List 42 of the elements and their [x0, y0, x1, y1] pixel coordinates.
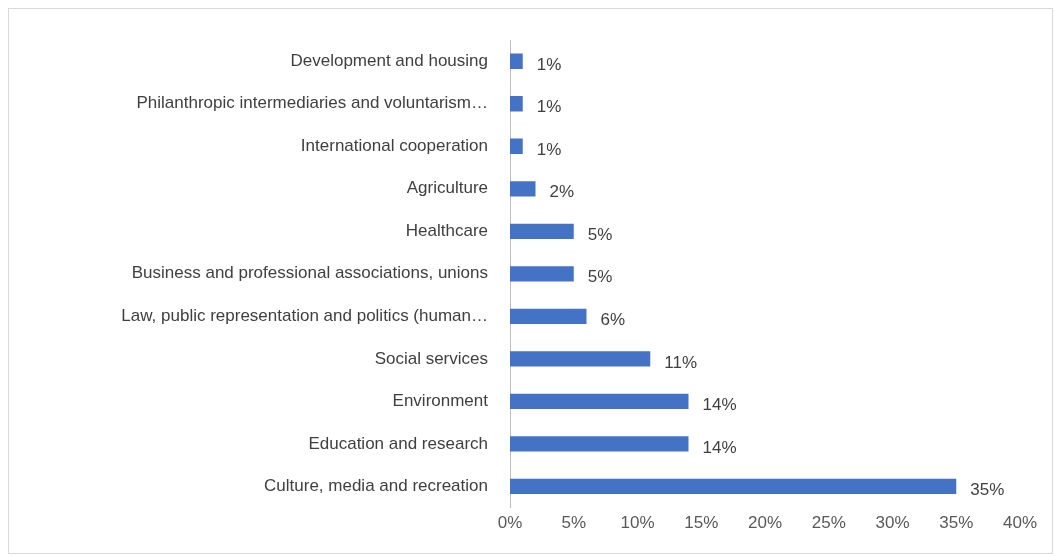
bar — [510, 138, 523, 154]
x-tick-label: 10% — [620, 513, 655, 533]
x-tick-label: 30% — [875, 513, 910, 533]
bar — [510, 436, 689, 452]
bar — [510, 351, 651, 367]
data-label: 2% — [549, 182, 575, 202]
data-label: 14% — [702, 437, 737, 457]
x-tick-label: 5% — [561, 513, 587, 533]
data-label: 14% — [702, 395, 737, 415]
x-tick-label: 25% — [811, 513, 846, 533]
y-tick-label: Education and research — [308, 433, 488, 453]
data-label: 35% — [970, 480, 1005, 500]
y-tick-label: Culture, media and recreation — [264, 476, 488, 496]
x-tick-label: 40% — [1002, 513, 1038, 533]
y-tick-label: Philanthropic intermediaries and voluntarism… — [136, 93, 488, 113]
x-tick-label: 20% — [747, 513, 783, 533]
bar — [510, 393, 689, 409]
bar — [510, 181, 536, 197]
y-tick-label: Development and housing — [290, 50, 488, 70]
y-tick-label: Agriculture — [406, 178, 488, 198]
data-label: 5% — [587, 224, 613, 244]
data-label: 5% — [587, 267, 613, 287]
data-label: 11% — [664, 352, 698, 372]
y-tick-label: Environment — [392, 391, 489, 411]
bar — [510, 223, 574, 239]
y-tick-label: Business and professional associations, unions — [131, 263, 488, 283]
x-tick-label: 0% — [497, 513, 523, 533]
y-tick-label: International cooperation — [300, 135, 488, 155]
bar — [510, 308, 587, 324]
data-label: 1% — [536, 97, 562, 117]
y-tick-label: Social services — [374, 348, 488, 368]
data-label: 6% — [600, 310, 626, 329]
bar — [510, 53, 523, 69]
bar — [510, 266, 574, 282]
bar — [510, 478, 957, 494]
y-tick-label: Healthcare — [405, 220, 488, 240]
x-tick-label: 35% — [939, 513, 974, 533]
x-tick-label: 15% — [684, 513, 719, 533]
bar — [510, 96, 523, 112]
data-label: 1% — [536, 139, 562, 159]
data-label: 1% — [536, 54, 562, 74]
y-tick-label: Law, public representation and politics (human… — [121, 306, 488, 325]
